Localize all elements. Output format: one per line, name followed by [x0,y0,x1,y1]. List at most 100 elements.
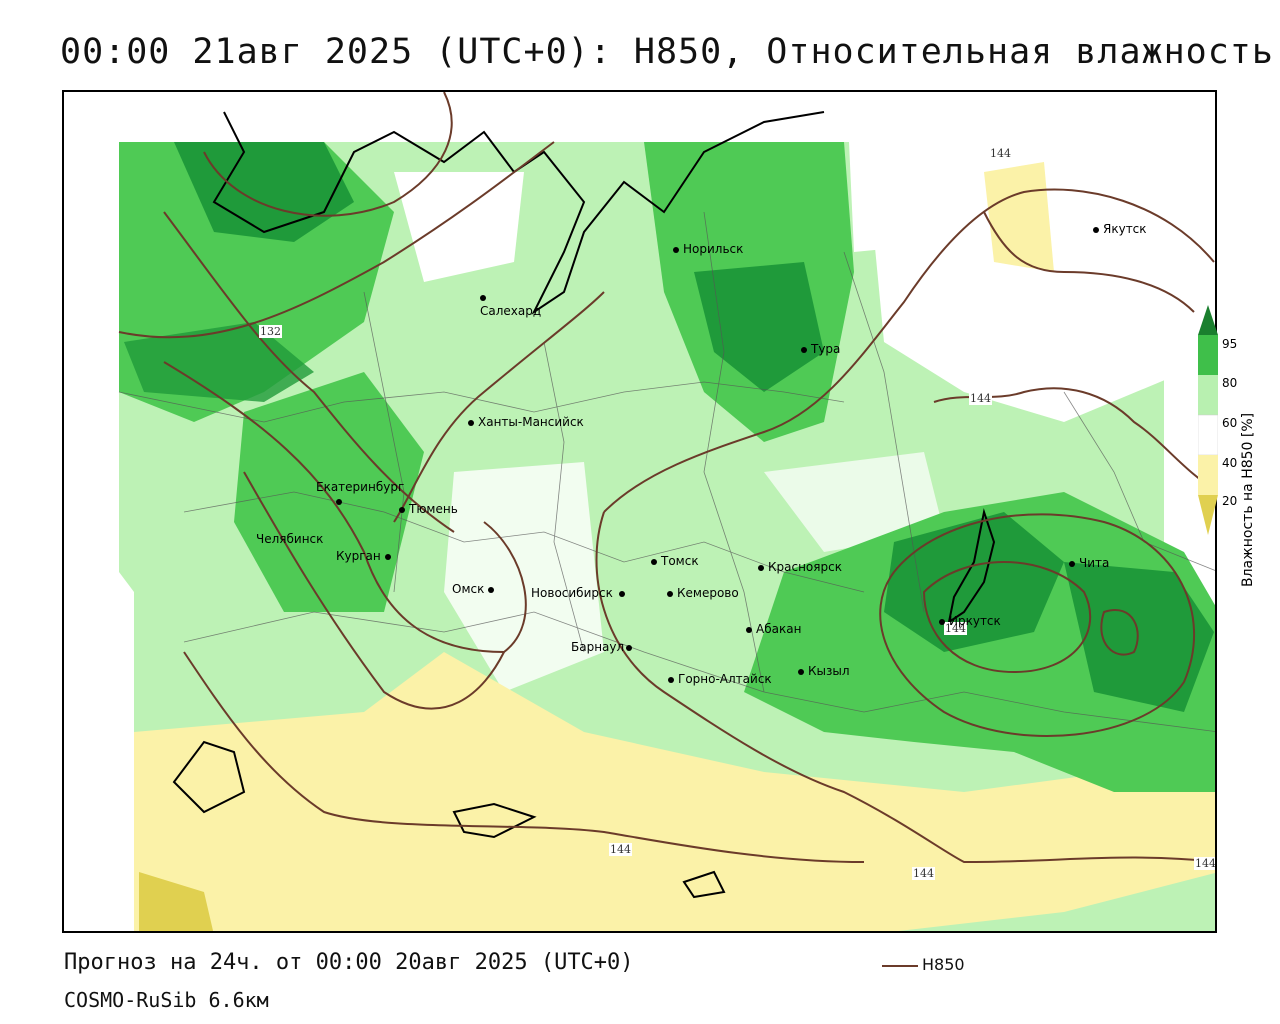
very-moist-area [1064,562,1214,712]
city-label: Тюмень [399,502,458,516]
city-marker-icon [798,668,804,675]
city-marker-icon [618,590,625,597]
city-name: Екатеринбург [316,480,405,494]
city-name: Омск [452,582,485,596]
moist-area [234,372,424,612]
coastline [212,111,825,315]
very-moist-area [884,512,1064,652]
contour-line [603,188,1215,513]
model-name: COSMO-RuSib 6.6км [64,988,269,1012]
city-marker-icon [746,626,752,633]
city-marker-icon [667,590,673,597]
contour-line [983,211,1195,313]
city-label: Курган [336,549,395,563]
yellow-dry-area-dark [139,872,214,931]
city-marker-icon [939,618,945,625]
contour-line [879,513,1195,737]
city-label: Омск [452,582,498,596]
city-name: Норильск [683,242,744,256]
h850-contours [118,92,1215,864]
legend-tick: 40 [1222,456,1238,470]
contour-line [393,291,605,523]
city-label: Екатеринбург [316,480,404,508]
contour-line-icon [882,964,918,967]
dry-area-white [764,452,944,552]
humidity-map: 132 144 144 144 144 144 144 Норильск Сал… [62,90,1217,933]
legend-title: Влажность на H850 [%] [1240,412,1256,587]
contour-key: H850 [882,955,965,974]
dry-area-white [394,172,524,282]
city-marker-icon [399,506,405,513]
coastline [172,740,246,814]
city-label: Норильск [673,242,743,256]
map-canvas [118,92,1215,931]
city-marker-icon [468,419,474,426]
very-moist-area [694,262,824,392]
city-label: Барнаул [571,640,636,654]
city-marker-icon [480,294,486,301]
contour-label: 144 [1194,857,1216,870]
city-name: Челябинск [256,532,324,546]
yellow-dry-area [134,652,1215,931]
city-label: Горно-Алтайск [668,672,772,686]
city-name: Кызыл [808,664,850,678]
contour-line [922,561,1092,674]
contour-label: 144 [609,843,632,856]
city-marker-icon [758,564,764,571]
dry-area-white [444,462,604,692]
contour-label: 144 [912,867,935,880]
contour-line [595,511,1215,864]
city-name: Чита [1079,556,1110,570]
city-marker-icon [651,558,657,565]
city-marker-icon [801,346,807,353]
map-title: 00:00 21авг 2025 (UTC+0): H850, Относите… [60,32,1274,72]
contour-line [1100,609,1139,656]
city-marker-icon [1069,560,1075,567]
contour-line [163,211,455,533]
legend-tick: 20 [1222,494,1238,508]
contour-line [243,471,505,710]
city-label: Новосибирск [531,586,629,600]
city-marker-icon [673,246,679,253]
city-name: Горно-Алтайск [678,672,772,686]
city-name: Абакан [756,622,802,636]
city-name: Иркутск [949,614,1001,628]
forecast-info: Прогноз на 24ч. от 00:00 20авг 2025 (UTC… [64,950,634,975]
city-label: Иркутск [939,614,1001,628]
city-marker-icon [488,586,495,593]
contour-label: 144 [989,147,1012,160]
city-marker-icon [668,676,674,683]
contour-line [118,141,555,339]
humidity-legend-bar [1198,305,1218,535]
city-name: Тюмень [409,502,458,516]
city-label: Абакан [746,622,801,636]
city-label: Челябинск [256,532,323,546]
dry-area-white [864,132,1184,422]
city-name: Барнаул [571,640,625,654]
contour-key-label: H850 [922,955,965,974]
legend-tick: 80 [1222,376,1238,390]
city-name: Новосибирск [531,586,613,600]
contour-line [203,92,453,217]
city-name: Якутск [1103,222,1147,236]
city-label: Красноярск [758,560,842,574]
city-label: Кызыл [798,664,850,678]
contour-label: 132 [259,325,282,338]
city-label: Салехард [480,290,541,318]
city-marker-icon [1093,226,1099,233]
contour-line [163,361,527,654]
lake-baikal [947,508,996,625]
contour-label: 144 [969,392,992,405]
legend-tick: 95 [1222,337,1238,351]
city-name: Красноярск [768,560,842,574]
city-marker-icon [336,498,342,505]
coastline [682,870,726,899]
city-marker-icon [384,553,391,560]
city-name: Томск [661,554,699,568]
city-label: Чита [1069,556,1109,570]
legend-tick: 60 [1222,416,1238,430]
city-name: Кемерово [677,586,739,600]
city-label: Кемерово [667,586,739,600]
city-marker-icon [626,644,633,651]
city-name: Курган [336,549,381,563]
